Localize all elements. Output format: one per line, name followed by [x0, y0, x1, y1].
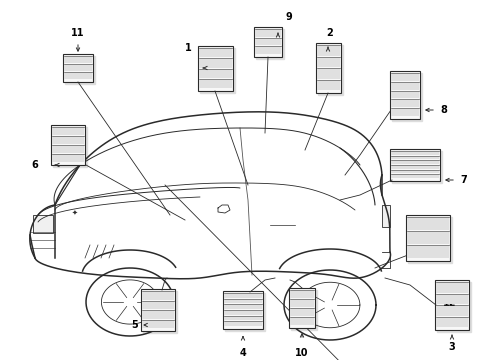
Polygon shape: [406, 218, 448, 230]
Polygon shape: [224, 300, 262, 303]
Text: 10: 10: [295, 348, 308, 358]
Polygon shape: [52, 146, 84, 153]
Bar: [389, 71, 419, 119]
Polygon shape: [435, 306, 467, 315]
Polygon shape: [142, 302, 174, 309]
Polygon shape: [224, 317, 262, 320]
Polygon shape: [199, 59, 231, 68]
Text: 3: 3: [447, 342, 454, 352]
Polygon shape: [317, 45, 342, 95]
Polygon shape: [142, 320, 174, 328]
Polygon shape: [390, 91, 418, 98]
Bar: [253, 27, 282, 57]
Polygon shape: [435, 294, 467, 304]
Polygon shape: [224, 322, 262, 326]
Polygon shape: [289, 309, 313, 316]
Text: 7: 7: [459, 175, 466, 185]
Polygon shape: [390, 74, 418, 81]
Polygon shape: [52, 137, 84, 144]
Polygon shape: [407, 217, 451, 263]
Polygon shape: [406, 232, 448, 244]
Polygon shape: [256, 29, 284, 59]
Polygon shape: [64, 57, 92, 63]
Polygon shape: [142, 291, 177, 333]
Bar: [288, 288, 314, 328]
Polygon shape: [64, 73, 92, 79]
Bar: [63, 54, 93, 82]
Polygon shape: [390, 166, 438, 169]
Polygon shape: [436, 282, 470, 332]
Polygon shape: [52, 155, 84, 162]
Text: 1: 1: [185, 43, 192, 53]
Text: 11: 11: [71, 28, 84, 38]
Polygon shape: [289, 318, 313, 325]
Polygon shape: [142, 311, 174, 319]
Polygon shape: [316, 69, 339, 78]
Polygon shape: [390, 100, 418, 107]
Bar: [198, 46, 232, 91]
Text: ✦: ✦: [72, 210, 78, 216]
Polygon shape: [224, 293, 264, 331]
Bar: [381, 205, 389, 227]
Polygon shape: [406, 246, 448, 258]
Polygon shape: [390, 83, 418, 90]
Polygon shape: [199, 69, 231, 78]
Bar: [434, 280, 468, 330]
Polygon shape: [254, 30, 281, 37]
Text: 6: 6: [31, 160, 38, 170]
Polygon shape: [390, 175, 438, 178]
Polygon shape: [316, 58, 339, 67]
Polygon shape: [435, 318, 467, 327]
Polygon shape: [391, 151, 441, 183]
Bar: [315, 43, 340, 93]
Bar: [51, 125, 85, 165]
Polygon shape: [290, 290, 316, 330]
Polygon shape: [200, 48, 235, 93]
Polygon shape: [316, 81, 339, 90]
Polygon shape: [199, 80, 231, 88]
Polygon shape: [390, 161, 438, 164]
Polygon shape: [65, 56, 95, 84]
Text: 8: 8: [439, 105, 446, 115]
Polygon shape: [53, 127, 87, 167]
Polygon shape: [289, 300, 313, 307]
Polygon shape: [390, 152, 438, 155]
Polygon shape: [390, 109, 418, 116]
Polygon shape: [224, 311, 262, 315]
Bar: [223, 291, 263, 329]
Polygon shape: [254, 47, 281, 54]
Text: 2: 2: [326, 28, 333, 38]
Polygon shape: [64, 65, 92, 71]
Text: 4: 4: [239, 348, 246, 358]
Polygon shape: [254, 39, 281, 45]
Text: 5: 5: [131, 320, 138, 330]
Polygon shape: [390, 171, 438, 173]
Bar: [389, 149, 439, 181]
Polygon shape: [199, 49, 231, 57]
Polygon shape: [52, 128, 84, 135]
Text: 12: 12: [442, 298, 456, 308]
Polygon shape: [435, 283, 467, 292]
Text: 9: 9: [285, 12, 291, 22]
Polygon shape: [316, 46, 339, 55]
Bar: [141, 289, 175, 331]
Polygon shape: [391, 73, 421, 121]
Polygon shape: [224, 305, 262, 309]
Polygon shape: [142, 292, 174, 300]
Bar: [33, 215, 53, 233]
Polygon shape: [224, 294, 262, 298]
Bar: [405, 215, 449, 261]
Polygon shape: [390, 157, 438, 159]
Polygon shape: [289, 291, 313, 298]
